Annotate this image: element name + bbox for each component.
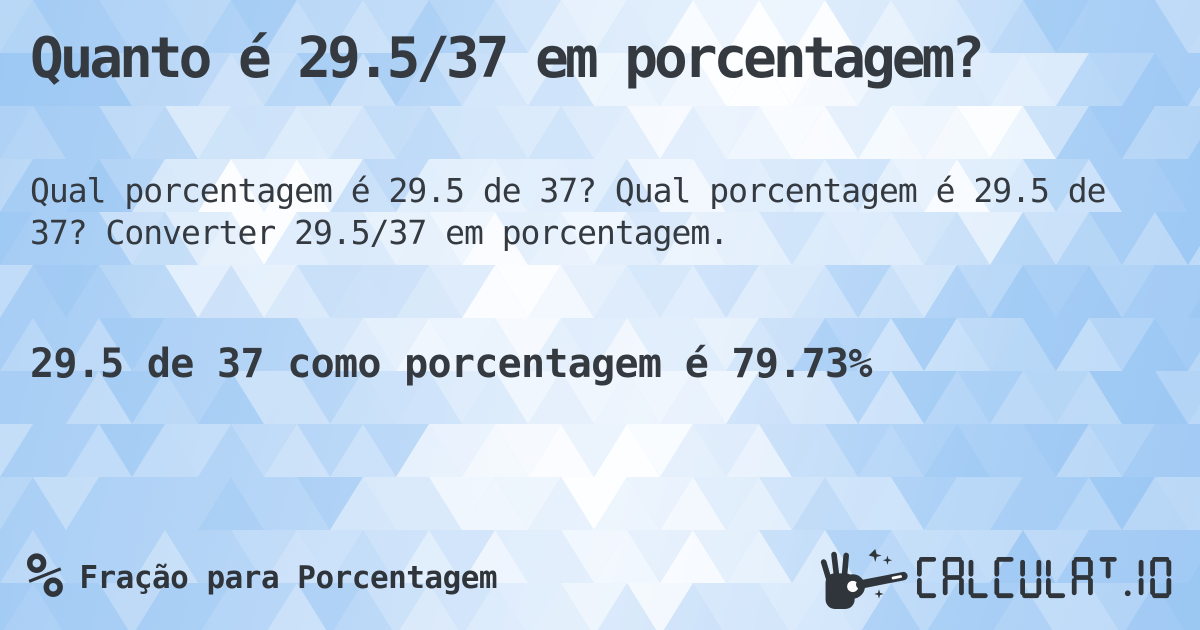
- question-text-line-2: 37? Converter 29.5/37 em porcentagem.: [30, 213, 729, 252]
- question-text: Qual porcentagem é 29.5 de 37? Qual porc…: [30, 170, 1170, 254]
- category-label: Fração para Porcentagem: [79, 560, 498, 596]
- brand-logo: [819, 545, 1176, 611]
- category-badge: % Fração para Porcentagem: [26, 539, 498, 612]
- question-text-line-1: Qual porcentagem é 29.5 de 37? Qual porc…: [30, 171, 1106, 210]
- seven-segment-wordmark: [917, 556, 1172, 599]
- answer-text: 29.5 de 37 como porcentagem é 79.73%: [30, 341, 872, 387]
- percent-icon: %: [26, 539, 64, 612]
- footer: % Fração para Porcentagem: [0, 540, 1200, 630]
- magic-wand-hand-icon: [820, 548, 908, 609]
- page-title: Quanto é 29.5/37 em porcentagem?: [30, 26, 985, 91]
